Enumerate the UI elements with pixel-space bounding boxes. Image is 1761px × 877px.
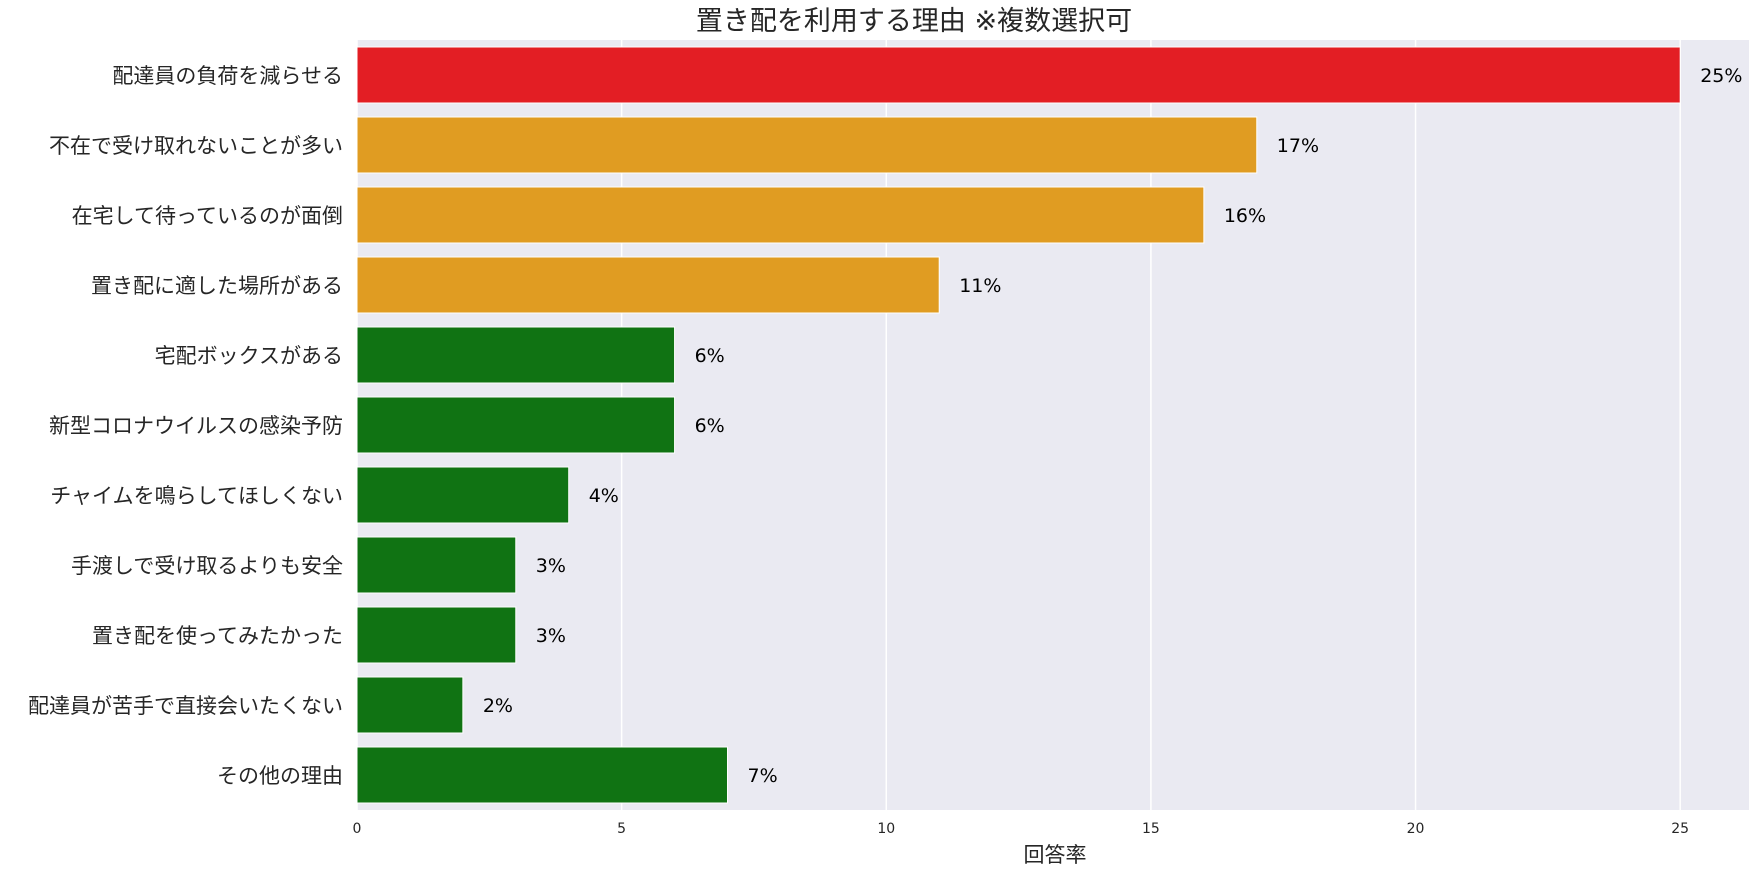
- data-label: 25%: [1700, 65, 1742, 87]
- category-label: 在宅して待っているのが面倒: [72, 204, 343, 228]
- bar: [356, 676, 464, 734]
- bar: [356, 606, 517, 664]
- category-label: 不在で受け取れないことが多い: [49, 134, 343, 158]
- data-label: 11%: [959, 275, 1001, 297]
- category-label: 配達員の負荷を減らせる: [112, 64, 343, 88]
- x-tick-label: 0: [353, 821, 362, 837]
- bar: [356, 536, 517, 594]
- bar: [356, 396, 676, 454]
- data-label: 6%: [695, 415, 725, 437]
- category-label: チャイムを鳴らしてほしくない: [50, 484, 343, 508]
- data-label: 3%: [536, 625, 566, 647]
- x-axis-ticks: 0 5 10 15 20 25: [353, 821, 1690, 837]
- x-tick-label: 5: [617, 821, 626, 837]
- category-label: 配達員が苦手で直接会いたくない: [28, 694, 343, 718]
- category-label: 手渡しで受け取るよりも安全: [71, 554, 343, 578]
- data-label: 2%: [483, 695, 513, 717]
- x-tick-label: 10: [877, 821, 895, 837]
- x-tick-label: 20: [1407, 821, 1425, 837]
- category-label: 置き配に適した場所がある: [91, 274, 343, 298]
- data-label: 7%: [747, 765, 777, 787]
- x-tick-label: 25: [1671, 821, 1689, 837]
- bars: [356, 46, 1681, 804]
- x-axis-title: 回答率: [1024, 843, 1087, 867]
- bar: [356, 256, 940, 314]
- data-labels: 25% 17% 16% 11% 6% 6% 4% 3% 3% 2% 7%: [483, 65, 1743, 787]
- category-label: 新型コロナウイルスの感染予防: [49, 414, 343, 438]
- category-label: 置き配を使ってみたかった: [92, 624, 343, 648]
- chart-title: 置き配を利用する理由 ※複数選択可: [696, 6, 1132, 37]
- data-label: 6%: [695, 345, 725, 367]
- category-label: その他の理由: [217, 764, 343, 788]
- bar: [356, 116, 1258, 174]
- bar: [356, 186, 1205, 244]
- data-label: 3%: [536, 555, 566, 577]
- category-label: 宅配ボックスがある: [155, 344, 343, 368]
- bar: [356, 326, 676, 384]
- bar: [356, 46, 1681, 104]
- data-label: 16%: [1224, 205, 1266, 227]
- data-label: 17%: [1277, 135, 1319, 157]
- category-labels: 配達員の負荷を減らせる不在で受け取れないことが多い在宅して待っているのが面倒置き…: [28, 64, 343, 788]
- bar: [356, 746, 728, 804]
- bar: [356, 466, 570, 524]
- x-tick-label: 15: [1142, 821, 1160, 837]
- data-label: 4%: [589, 485, 619, 507]
